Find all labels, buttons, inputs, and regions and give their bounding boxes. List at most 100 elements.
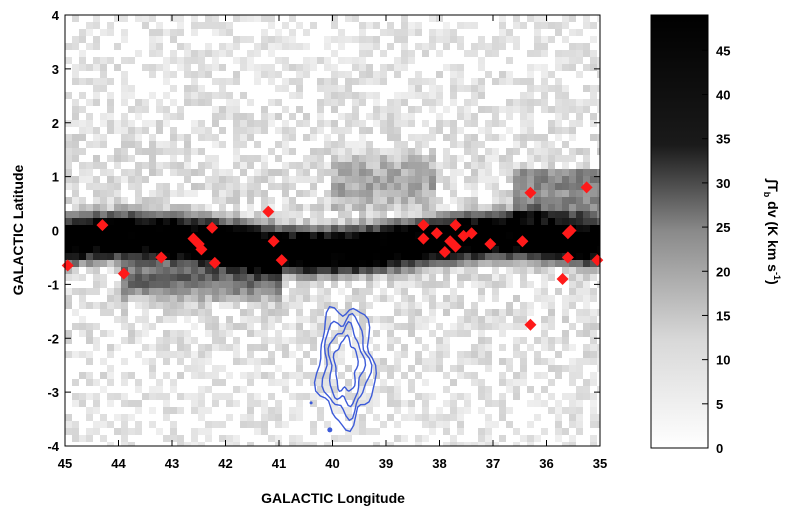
- heatmap-cell: [128, 134, 135, 141]
- heatmap-cell: [177, 393, 184, 400]
- heatmap-cell: [499, 190, 506, 197]
- heatmap-cell: [296, 225, 303, 232]
- heatmap-cell: [450, 442, 457, 446]
- heatmap-cell: [72, 36, 79, 43]
- heatmap-cell: [380, 64, 387, 71]
- heatmap-cell: [499, 211, 506, 218]
- heatmap-cell: [198, 414, 205, 421]
- heatmap-cell: [254, 288, 261, 295]
- heatmap-cell: [184, 295, 191, 302]
- heatmap-cell: [65, 232, 72, 239]
- heatmap-cell: [527, 232, 534, 239]
- heatmap-cell: [366, 253, 373, 260]
- heatmap-cell: [268, 316, 275, 323]
- heatmap-cell: [65, 155, 72, 162]
- heatmap-cell: [275, 288, 282, 295]
- heatmap-cell: [359, 232, 366, 239]
- heatmap-cell: [471, 197, 478, 204]
- heatmap-cell: [415, 85, 422, 92]
- heatmap-cell: [590, 274, 597, 281]
- heatmap-cell: [394, 197, 401, 204]
- heatmap-cell: [359, 169, 366, 176]
- heatmap-cell: [107, 218, 114, 225]
- heatmap-cell: [324, 225, 331, 232]
- heatmap-cell: [429, 309, 436, 316]
- heatmap-cell: [541, 316, 548, 323]
- heatmap-cell: [184, 134, 191, 141]
- heatmap-cell: [156, 127, 163, 134]
- heatmap-cell: [100, 246, 107, 253]
- heatmap-cell: [310, 183, 317, 190]
- heatmap-cell: [310, 218, 317, 225]
- heatmap-cell: [240, 421, 247, 428]
- heatmap-cell: [156, 50, 163, 57]
- heatmap-cell: [583, 302, 590, 309]
- heatmap-cell: [296, 372, 303, 379]
- heatmap-cell: [457, 204, 464, 211]
- heatmap-cell: [317, 169, 324, 176]
- heatmap-cell: [471, 183, 478, 190]
- heatmap-cell: [72, 393, 79, 400]
- heatmap-cell: [394, 281, 401, 288]
- heatmap-cell: [415, 351, 422, 358]
- heatmap-cell: [233, 344, 240, 351]
- heatmap-cell: [72, 309, 79, 316]
- heatmap-cell: [156, 393, 163, 400]
- heatmap-cell: [331, 190, 338, 197]
- heatmap-cell: [261, 239, 268, 246]
- heatmap-cell: [282, 43, 289, 50]
- heatmap-cell: [149, 120, 156, 127]
- heatmap-cell: [422, 379, 429, 386]
- heatmap-cell: [219, 393, 226, 400]
- heatmap-cell: [485, 232, 492, 239]
- heatmap-cell: [520, 379, 527, 386]
- heatmap-cell: [520, 127, 527, 134]
- heatmap-cell: [170, 204, 177, 211]
- heatmap-cell: [128, 442, 135, 446]
- heatmap-cell: [394, 190, 401, 197]
- heatmap-cell: [135, 274, 142, 281]
- heatmap-cell: [205, 281, 212, 288]
- heatmap-cell: [289, 414, 296, 421]
- heatmap-cell: [359, 29, 366, 36]
- heatmap-cell: [65, 288, 72, 295]
- heatmap-cell: [198, 442, 205, 446]
- heatmap-cell: [513, 260, 520, 267]
- heatmap-cell: [541, 99, 548, 106]
- heatmap-cell: [527, 99, 534, 106]
- heatmap-cell: [520, 267, 527, 274]
- heatmap-cell: [464, 316, 471, 323]
- heatmap-cell: [156, 246, 163, 253]
- heatmap-cell: [107, 295, 114, 302]
- heatmap-cell: [429, 99, 436, 106]
- heatmap-cell: [114, 344, 121, 351]
- heatmap-cell: [142, 162, 149, 169]
- heatmap-cell: [93, 78, 100, 85]
- heatmap-cell: [443, 148, 450, 155]
- heatmap-cell: [107, 267, 114, 274]
- heatmap-cell: [590, 197, 597, 204]
- heatmap-cell: [380, 148, 387, 155]
- heatmap-cell: [163, 64, 170, 71]
- heatmap-cell: [569, 365, 576, 372]
- heatmap-cell: [65, 169, 72, 176]
- heatmap-cell: [142, 260, 149, 267]
- heatmap-cell: [233, 15, 240, 22]
- heatmap-cell: [597, 57, 600, 64]
- heatmap-cell: [219, 197, 226, 204]
- heatmap-cell: [366, 141, 373, 148]
- heatmap-cell: [212, 134, 219, 141]
- heatmap-cell: [422, 274, 429, 281]
- heatmap-cell: [422, 295, 429, 302]
- heatmap-cell: [429, 218, 436, 225]
- heatmap-cell: [275, 85, 282, 92]
- heatmap-cell: [177, 204, 184, 211]
- heatmap-cell: [394, 36, 401, 43]
- heatmap-cell: [555, 337, 562, 344]
- heatmap-cell: [513, 78, 520, 85]
- heatmap-cell: [597, 169, 600, 176]
- heatmap-cell: [359, 127, 366, 134]
- heatmap-cell: [65, 176, 72, 183]
- heatmap-cell: [513, 225, 520, 232]
- heatmap-cell: [79, 435, 86, 442]
